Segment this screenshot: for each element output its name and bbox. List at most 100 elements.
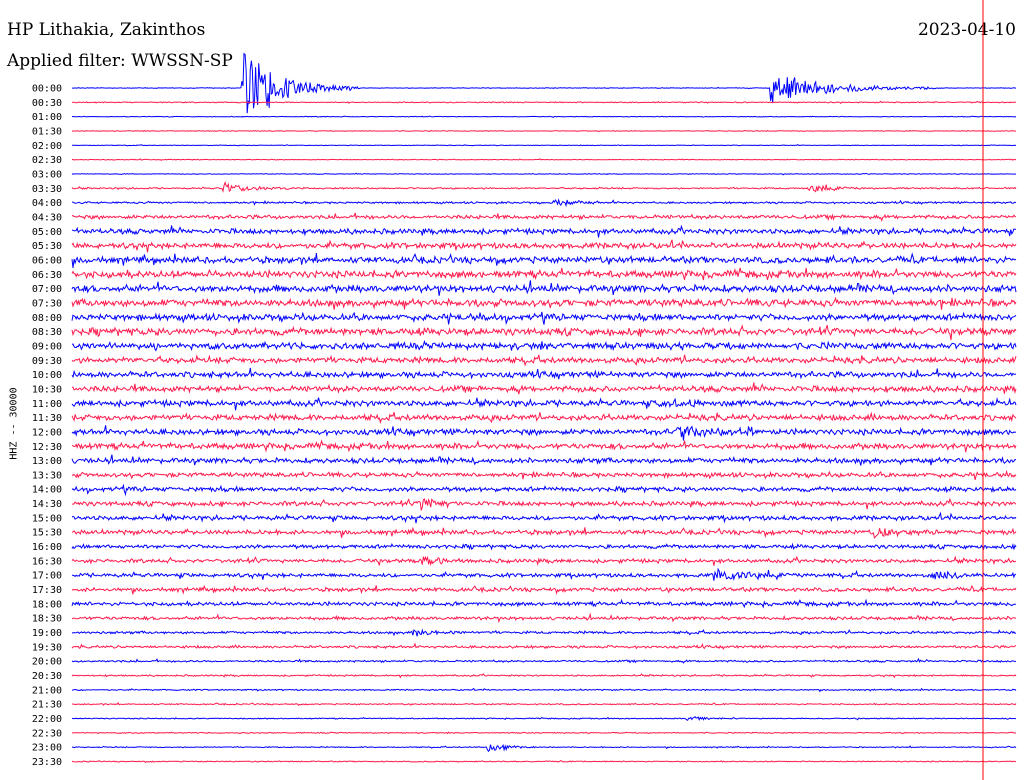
tick-label: 13:00 bbox=[32, 456, 62, 467]
tick-label: 18:00 bbox=[32, 599, 62, 610]
trace-line bbox=[71, 511, 1017, 524]
trace-line bbox=[71, 100, 1017, 105]
tick-label: 04:30 bbox=[32, 212, 62, 223]
tick-label: 19:00 bbox=[32, 628, 62, 639]
trace-line bbox=[71, 687, 1017, 693]
trace-line bbox=[72, 497, 1017, 511]
filter-label: Applied filter: WWSSN-SP bbox=[7, 51, 233, 71]
tick-label: 21:30 bbox=[32, 700, 62, 711]
tick-label: 05:30 bbox=[32, 241, 62, 252]
trace-line bbox=[71, 657, 1017, 664]
trace-line bbox=[71, 584, 1017, 595]
trace-line bbox=[71, 673, 1017, 679]
tick-label: 06:30 bbox=[32, 270, 62, 281]
tick-label: 10:30 bbox=[32, 384, 62, 395]
trace-line bbox=[71, 743, 1017, 753]
trace-line bbox=[71, 267, 1017, 281]
tick-label-group: 00:00 00:30 01:00 01:30 02:00 02:30 03:00 03:30… bbox=[32, 84, 62, 769]
tick-label: 02:00 bbox=[32, 141, 62, 152]
tick-label: 14:00 bbox=[32, 485, 62, 496]
tick-label: 01:00 bbox=[32, 112, 62, 123]
tick-label: 22:30 bbox=[32, 728, 62, 739]
trace-line bbox=[71, 439, 1017, 453]
trace-line bbox=[71, 181, 1017, 193]
trace-line bbox=[71, 115, 1017, 118]
trace-line bbox=[71, 612, 1017, 624]
tick-label: 05:00 bbox=[32, 227, 62, 238]
trace-line bbox=[71, 339, 1017, 352]
tick-label: 20:30 bbox=[32, 671, 62, 682]
trace-line bbox=[71, 526, 1017, 539]
trace-line bbox=[71, 454, 1017, 466]
trace-line bbox=[71, 555, 1017, 567]
trace-line bbox=[71, 324, 1017, 341]
tick-label: 11:00 bbox=[32, 399, 62, 410]
trace-line bbox=[71, 367, 1017, 380]
tick-label: 07:30 bbox=[32, 298, 62, 309]
tick-label: 01:30 bbox=[32, 126, 62, 137]
tick-label: 07:00 bbox=[32, 284, 62, 295]
tick-label: 13:30 bbox=[32, 470, 62, 481]
trace-group bbox=[71, 52, 1017, 764]
trace-line bbox=[72, 198, 1017, 208]
tick-label: 09:30 bbox=[32, 356, 62, 367]
tick-label: 16:00 bbox=[32, 542, 62, 553]
tick-label: 00:00 bbox=[32, 84, 62, 95]
tick-label: 00:30 bbox=[32, 98, 62, 109]
trace-line bbox=[71, 731, 1017, 735]
tick-label: 23:30 bbox=[32, 757, 62, 768]
trace-line bbox=[72, 52, 1016, 114]
trace-line bbox=[71, 642, 1017, 651]
tick-label: 10:00 bbox=[32, 370, 62, 381]
trace-line bbox=[71, 172, 1017, 176]
trace-line bbox=[71, 158, 1017, 161]
tick-label: 11:30 bbox=[32, 413, 62, 424]
trace-line bbox=[71, 239, 1017, 253]
trace-line bbox=[71, 469, 1017, 481]
tick-label: 17:30 bbox=[32, 585, 62, 596]
date-label: 2023-04-10 bbox=[917, 20, 1016, 40]
trace-line bbox=[71, 354, 1017, 367]
tick-label: 15:30 bbox=[32, 528, 62, 539]
trace-line bbox=[72, 129, 1017, 133]
trace-line bbox=[71, 542, 1017, 551]
tick-label: 09:00 bbox=[32, 341, 62, 352]
tick-label: 03:30 bbox=[32, 184, 62, 195]
tick-label: 22:00 bbox=[32, 714, 62, 725]
tick-label: 21:00 bbox=[32, 685, 62, 696]
trace-line bbox=[71, 425, 1017, 441]
tick-label: 17:00 bbox=[32, 571, 62, 582]
trace-line bbox=[71, 715, 1016, 721]
tick-label: 02:30 bbox=[32, 155, 62, 166]
tick-label: 08:00 bbox=[32, 313, 62, 324]
tick-label: 18:30 bbox=[32, 614, 62, 625]
tick-label: 06:00 bbox=[32, 255, 62, 266]
tick-label: 23:00 bbox=[32, 743, 62, 754]
trace-line bbox=[71, 224, 1017, 238]
trace-line bbox=[71, 280, 1017, 296]
tick-label: 08:30 bbox=[32, 327, 62, 338]
tick-label: 15:00 bbox=[32, 513, 62, 524]
trace-line bbox=[71, 382, 1017, 395]
tick-label: 20:00 bbox=[32, 657, 62, 668]
trace-line bbox=[71, 143, 1017, 147]
tick-label: 04:00 bbox=[32, 198, 62, 209]
tick-label: 12:30 bbox=[32, 442, 62, 453]
tick-label: 16:30 bbox=[32, 556, 62, 567]
trace-line bbox=[71, 760, 1017, 764]
trace-line bbox=[71, 628, 1017, 637]
trace-line bbox=[71, 701, 1017, 707]
trace-line bbox=[71, 598, 1017, 609]
station-title: HP Lithakia, Zakinthos bbox=[7, 20, 206, 40]
tick-label: 19:30 bbox=[32, 642, 62, 653]
tick-label: 03:00 bbox=[32, 169, 62, 180]
trace-line bbox=[71, 483, 1017, 497]
trace-line bbox=[71, 411, 1017, 425]
trace-line bbox=[71, 311, 1017, 326]
trace-line bbox=[71, 397, 1017, 411]
tick-label: 12:00 bbox=[32, 427, 62, 438]
tick-label: 14:30 bbox=[32, 499, 62, 510]
trace-line bbox=[71, 212, 1017, 223]
trace-line bbox=[72, 567, 1017, 581]
